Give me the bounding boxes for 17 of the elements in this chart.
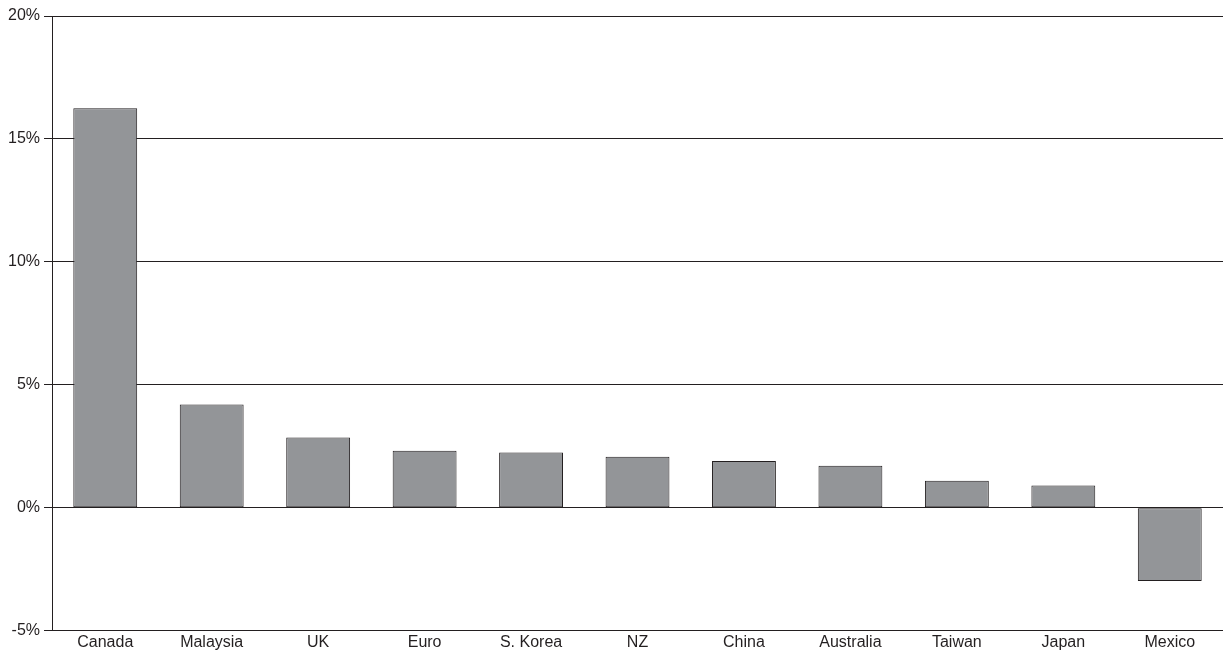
x-tick-label: S. Korea (499, 632, 563, 650)
y-tick-label: -5% (11, 621, 41, 639)
x-tick-label: Canada (77, 632, 134, 650)
y-tick-label: 10% (7, 252, 41, 270)
x-tick-label: Euro (407, 632, 442, 650)
x-tick-label: UK (307, 632, 330, 650)
y-tick-label: 15% (7, 129, 41, 147)
y-tick-label: 20% (7, 6, 41, 24)
x-tick-label: Japan (1041, 632, 1086, 650)
y-tick-label: 5% (16, 375, 41, 393)
x-tick-label: Mexico (1144, 632, 1196, 650)
x-tick-label: Taiwan (931, 632, 982, 650)
y-tick-label: 0% (16, 498, 41, 516)
x-tick-label: NZ (626, 632, 649, 650)
x-tick-label: Australia (819, 632, 882, 650)
x-tick-label: Malaysia (180, 632, 244, 650)
x-tick-label: China (723, 632, 765, 650)
